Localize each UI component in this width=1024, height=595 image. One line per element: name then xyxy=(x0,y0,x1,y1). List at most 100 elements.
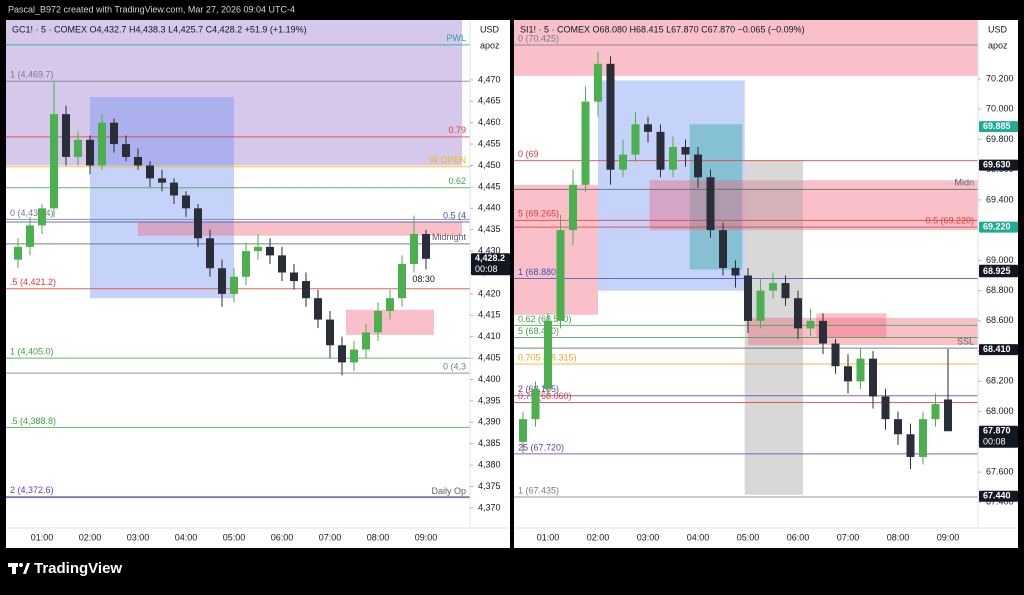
x-tick-label: 04:00 xyxy=(175,532,198,542)
currency: USD xyxy=(480,24,500,34)
price-label-box xyxy=(979,159,1018,171)
level-label: 0.79 (68.060) xyxy=(518,391,572,401)
plot-area: PWL 1 (4,469.7) 0.79 W OPEN 0.62 0 (4,437.4) 0… xyxy=(6,20,470,499)
candle-body xyxy=(182,195,190,209)
candle-body xyxy=(266,246,274,256)
price-label: 67.870 xyxy=(983,426,1011,436)
axis-note: apoz xyxy=(988,40,1008,50)
y-tick-label: 4,455 xyxy=(478,138,501,148)
level-label: 0.62 xyxy=(448,176,466,186)
candle-body xyxy=(831,343,840,367)
candle-body xyxy=(86,139,94,166)
candle-body xyxy=(254,246,262,252)
candle-body xyxy=(422,233,430,259)
candle-body xyxy=(944,399,952,432)
price-label: 69.630 xyxy=(983,160,1011,170)
axis-note: apoz xyxy=(480,40,500,50)
price-label-box xyxy=(979,121,1018,133)
price-countdown: 00:08 xyxy=(475,264,498,274)
candle-body xyxy=(398,263,406,299)
candle-body xyxy=(338,345,346,363)
candle-body xyxy=(906,434,915,457)
level-label: .5 (4,421.2) xyxy=(10,277,56,287)
level-label: 0 (69 xyxy=(518,149,539,159)
candle-body xyxy=(569,184,577,231)
price-label: 4,428.2 xyxy=(475,253,505,263)
price-label-box xyxy=(979,425,1018,448)
y-tick-label: 4,370 xyxy=(478,502,501,512)
y-tick-label: 67.600 xyxy=(986,466,1014,476)
candle-body xyxy=(594,63,602,102)
x-tick-label: 09:00 xyxy=(937,532,960,542)
candle-body xyxy=(744,275,752,321)
price-label: 67.440 xyxy=(983,491,1011,501)
x-tick-label: 05:00 xyxy=(737,532,760,542)
x-tick-label: 04:00 xyxy=(687,532,710,542)
candle-body xyxy=(122,144,130,157)
candle-body xyxy=(556,230,565,321)
candle-body xyxy=(38,208,46,226)
candle-body xyxy=(314,298,322,320)
level-label: .5 (4,388.8) xyxy=(10,416,56,426)
y-tick-label: 70.000 xyxy=(986,104,1014,114)
candle-body xyxy=(881,396,890,420)
y-tick-label: 4,430 xyxy=(478,245,501,255)
x-tick-label: 07:00 xyxy=(837,532,860,542)
candle-body xyxy=(669,147,677,170)
zone xyxy=(514,184,598,315)
candle-body xyxy=(606,63,615,170)
y-tick-label: 4,395 xyxy=(478,395,501,405)
level-label: 5 (68.490) xyxy=(518,326,559,336)
y-tick-label: 68.600 xyxy=(986,315,1014,325)
level-label: 1 (68.880) xyxy=(518,267,559,277)
candle-body xyxy=(731,267,740,276)
x-tick-label: 02:00 xyxy=(79,532,102,542)
x-tick-label: 08:00 xyxy=(887,532,910,542)
currency: USD xyxy=(988,24,1008,34)
header-text: Pascal_B972 created with TradingView.com… xyxy=(8,4,295,14)
x-tick-label: 06:00 xyxy=(787,532,810,542)
candle-body xyxy=(581,101,590,185)
candle-body xyxy=(794,298,802,329)
x-tick-label: 09:00 xyxy=(415,532,438,542)
candle-body xyxy=(681,147,690,155)
candle-body xyxy=(931,404,940,420)
level-label: SSL xyxy=(957,336,974,346)
candle-body xyxy=(386,298,394,312)
candle-body xyxy=(844,366,852,382)
candle-body xyxy=(656,131,665,170)
candle-body xyxy=(230,276,238,294)
level-label: 0 (4,3 xyxy=(443,361,466,371)
level-label: 1 (67.435) xyxy=(518,485,559,495)
level-label: 5 (69.265) xyxy=(518,209,559,219)
plot-area: 0 (70.425) 0 (69 Midn 5 (69.265) 0.5 (69.220… xyxy=(514,20,978,498)
level-label: 0.62 (68.570) xyxy=(518,314,572,324)
candle-body xyxy=(631,124,640,155)
zone xyxy=(514,20,978,76)
chart-pane: PWL 1 (4,469.7) 0.79 W OPEN 0.62 0 (4,437.4) 0… xyxy=(6,20,510,548)
candle-body xyxy=(531,388,540,420)
y-tick-label: 4,415 xyxy=(478,310,501,320)
candle-body xyxy=(158,178,166,183)
y-tick-label: 4,445 xyxy=(478,181,501,191)
candle-body xyxy=(134,156,142,166)
candle-body xyxy=(242,251,250,277)
x-tick-label: 07:00 xyxy=(319,532,342,542)
candle-body xyxy=(869,358,877,397)
candle-body xyxy=(302,281,310,299)
price-countdown: 00:08 xyxy=(983,437,1006,447)
candle-body xyxy=(694,154,702,178)
level-label: Midnight xyxy=(432,232,467,242)
y-tick-label: 4,375 xyxy=(478,481,501,491)
y-tick-label: 4,440 xyxy=(478,203,501,213)
pane-background xyxy=(6,20,510,548)
candle-body xyxy=(278,255,286,273)
y-tick-label: 4,465 xyxy=(478,96,501,106)
annotation: 08:30 xyxy=(412,274,435,284)
price-label-box xyxy=(979,266,1018,278)
level-label: 0 (4,437.4) xyxy=(10,208,54,218)
x-tick-label: 03:00 xyxy=(637,532,660,542)
candle-body xyxy=(218,268,226,294)
candle-body xyxy=(819,320,827,344)
